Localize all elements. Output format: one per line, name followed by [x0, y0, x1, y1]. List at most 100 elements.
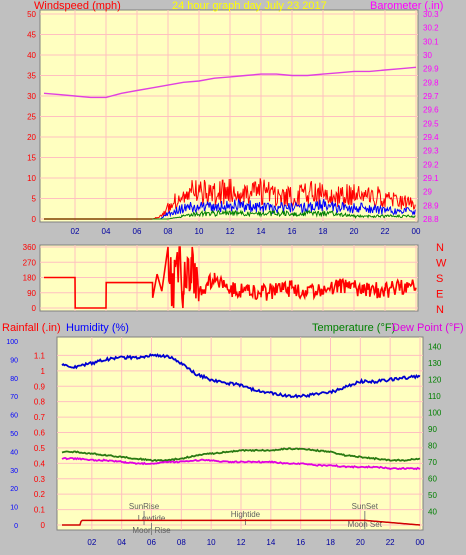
windspeed-tick-label: 40 [27, 51, 36, 60]
windspeed-axis-ticks: 0 5 10 15 20 25 30 35 40 45 50 [27, 10, 36, 224]
windspeed-tick-label: 10 [27, 174, 36, 183]
rainfall-tick-label: 1 [41, 367, 46, 376]
bottom-plot-area [56, 336, 424, 531]
rainfall-tick-label: 0.6 [34, 429, 46, 438]
series-dew-point-f [61, 457, 421, 471]
compass-label: N [436, 242, 444, 254]
time-tick-label: 22 [381, 227, 390, 236]
rainfall-tick-label: 0.1 [34, 506, 46, 515]
windspeed-tick-label: 20 [27, 133, 36, 142]
temperature-axis-title: Temperature (°F) [312, 322, 395, 334]
time-tick-label: 18 [326, 538, 335, 547]
humidity-tick-label: 50 [10, 431, 18, 438]
temperature-tick-label: 60 [428, 474, 437, 483]
time-tick-label: 08 [164, 227, 173, 236]
bottom-series [61, 353, 421, 526]
windspeed-tick-label: 50 [27, 10, 36, 19]
temperature-tick-label: 100 [428, 408, 442, 417]
humidity-tick-label: 10 [10, 505, 18, 512]
rainfall-tick-label: 0.3 [34, 475, 46, 484]
barometer-tick-label: 28.8 [423, 215, 439, 224]
time-tick-label: 04 [102, 227, 111, 236]
humidity-tick-label: 30 [10, 468, 18, 475]
time-tick-label: 22 [386, 538, 395, 547]
series-rainfall-in [62, 519, 421, 526]
time-tick-label: 12 [226, 227, 235, 236]
bottom-time-axis-ticks: 02 04 06 08 10 12 14 16 18 20 22 00 [87, 538, 425, 547]
rainfall-tick-label: 0.4 [34, 459, 46, 468]
direction-tick-label: 360 [23, 243, 37, 252]
compass-label: N [436, 304, 444, 316]
time-tick-label: 16 [288, 227, 297, 236]
temperature-tick-label: 50 [428, 491, 437, 500]
annotation-sunrise: SunRise [129, 502, 160, 511]
barometer-tick-label: 29.5 [423, 119, 439, 128]
time-tick-label: 12 [237, 538, 246, 547]
barometer-axis-ticks: 28.8 28.9 29 29.1 29.2 29.3 29.4 29.5 29.6 29.7 29… [423, 10, 439, 224]
compass-label: W [436, 258, 447, 270]
humidity-tick-label: 70 [10, 394, 18, 401]
windspeed-tick-label: 0 [32, 215, 37, 224]
series-wind-direction-deg [44, 246, 417, 309]
time-tick-label: 14 [266, 538, 275, 547]
humidity-tick-label: 60 [10, 413, 18, 420]
temperature-tick-label: 110 [428, 392, 441, 401]
windspeed-tick-label: 45 [27, 31, 36, 40]
humidity-tick-label: 90 [10, 357, 18, 364]
humidity-axis-ticks: 0 10 20 30 40 50 60 70 80 90 100 [6, 339, 18, 530]
time-tick-label: 08 [177, 538, 186, 547]
time-tick-label: 00 [416, 538, 425, 547]
top-grid [40, 10, 418, 222]
temperature-axis-ticks: 40 50 60 70 80 90 100 110 120 130 140 [428, 342, 442, 516]
annotation-hightide: Hightide [231, 510, 261, 519]
temperature-tick-label: 90 [428, 425, 437, 434]
time-tick-label: 04 [117, 538, 126, 547]
rainfall-tick-label: 0.8 [34, 398, 46, 407]
annotation-sunset: SunSet [352, 502, 379, 511]
graph-date-title: 24 hour graph day July 23 2017 [172, 0, 327, 12]
direction-tick-label: 270 [23, 258, 37, 267]
barometer-tick-label: 30.3 [423, 10, 439, 19]
time-tick-label: 18 [319, 227, 328, 236]
temperature-tick-label: 120 [428, 375, 442, 384]
humidity-tick-label: 80 [10, 376, 18, 383]
time-tick-label: 16 [296, 538, 305, 547]
windspeed-tick-label: 30 [27, 92, 36, 101]
compass-label: S [436, 273, 443, 285]
temperature-tick-label: 40 [428, 507, 437, 516]
barometer-tick-label: 30.1 [423, 37, 439, 46]
annotation-lowtide: Lowtide [138, 514, 166, 523]
series-temperature-f [61, 447, 421, 462]
time-tick-label: 10 [207, 538, 216, 547]
rainfall-axis-ticks: 0 0.1 0.2 0.3 0.4 0.5 0.6 0.7 0.8 0.9 1 1.1 [34, 351, 46, 530]
humidity-tick-label: 100 [6, 339, 18, 346]
time-tick-label: 10 [195, 227, 204, 236]
time-tick-label: 02 [87, 538, 96, 547]
top-time-axis-ticks: 02 04 06 08 10 12 14 16 18 20 22 00 [71, 227, 421, 236]
time-tick-label: 20 [350, 227, 359, 236]
rainfall-tick-label: 0.7 [34, 413, 46, 422]
time-tick-label: 02 [71, 227, 80, 236]
barometer-tick-label: 29.1 [423, 174, 439, 183]
rainfall-tick-label: 0.9 [34, 382, 46, 391]
temperature-tick-label: 130 [428, 359, 442, 368]
barometer-tick-label: 30 [423, 51, 432, 60]
time-tick-label: 20 [356, 538, 365, 547]
rainfall-tick-label: 1.1 [34, 351, 46, 360]
series-barometer-in [43, 66, 417, 99]
barometer-tick-label: 29.3 [423, 147, 439, 156]
barometer-tick-label: 29.7 [423, 92, 439, 101]
windspeed-tick-label: 25 [27, 113, 36, 122]
humidity-tick-label: 0 [14, 523, 18, 530]
barometer-tick-label: 29.6 [423, 106, 439, 115]
barometer-tick-label: 29.9 [423, 65, 439, 74]
barometer-tick-label: 28.9 [423, 201, 439, 210]
direction-degree-ticks: 0 90 180 270 360 [23, 243, 37, 313]
compass-label: E [436, 289, 443, 301]
time-tick-label: 14 [257, 227, 266, 236]
direction-tick-label: 90 [27, 289, 36, 298]
